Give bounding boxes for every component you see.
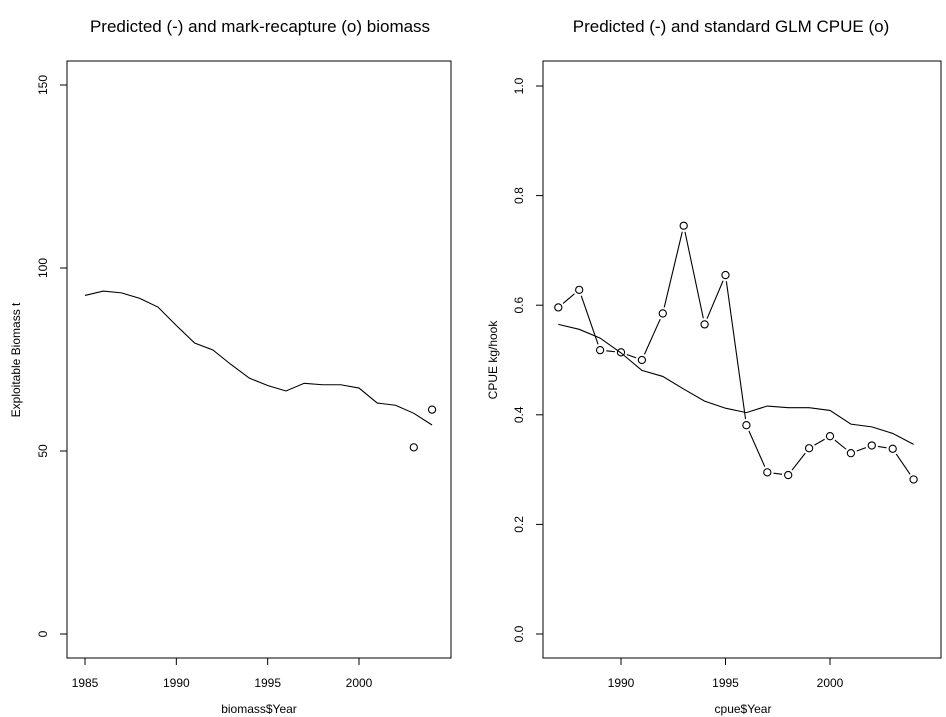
cpue-observed-point: [554, 303, 563, 312]
cpue-y-tick-label: 0.2: [512, 516, 526, 533]
cpue-observed-point: [784, 470, 793, 480]
cpue-observed-point: [909, 475, 918, 484]
biomass-x-axis: 1985 1990 1995 2000: [72, 657, 373, 690]
cpue-observed-segment: [684, 231, 704, 319]
cpue-y-tick-label: 1.0: [512, 77, 526, 94]
cpue-observed-segment: [725, 281, 747, 420]
cpue-observed-segment: [606, 350, 615, 353]
cpue-x-tick-label: 1995: [712, 676, 739, 690]
biomass-plot-frame: [66, 60, 452, 659]
cpue-observed-point: [679, 221, 688, 230]
cpue-observed-segment: [748, 430, 766, 467]
cpue-observed-point: [846, 449, 856, 458]
biomass-x-tick-label: 2000: [346, 676, 373, 690]
cpue-observed-point: [595, 345, 605, 355]
biomass-observed-point: [427, 405, 437, 414]
cpue-x-axis-label: cpue$Year: [715, 702, 772, 716]
cpue-observed-segment: [643, 318, 661, 355]
cpue-panel: Predicted (-) and standard GLM CPUE (o) …: [486, 17, 942, 716]
cpue-observed-point: [888, 444, 897, 453]
cpue-observed-point: [616, 348, 626, 357]
cpue-observed-segment: [834, 439, 847, 450]
cpue-observed-point: [575, 285, 584, 295]
cpue-y-axis: 0.0 0.2 0.4 0.6 0.8 1.0: [512, 77, 544, 642]
biomass-y-tick-label: 150: [36, 75, 50, 95]
biomass-observed-point: [409, 443, 418, 452]
cpue-y-axis-label: CPUE kg/hook: [486, 320, 500, 400]
cpue-observed-segment: [706, 280, 724, 319]
biomass-panel: Predicted (-) and mark-recapture (o) bio…: [9, 17, 452, 716]
cpue-y-tick-label: 0.8: [512, 187, 526, 204]
cpue-observed-segment: [877, 445, 887, 449]
cpue-observed-segment: [856, 447, 867, 452]
cpue-observed-point: [742, 421, 751, 430]
cpue-observed-segment: [895, 453, 911, 475]
cpue-observed-segment: [663, 231, 683, 308]
cpue-observed-point: [804, 444, 814, 453]
cpue-observed-point: [721, 270, 730, 280]
biomass-marks: [84, 290, 437, 452]
cpue-observed-segment: [580, 295, 599, 345]
biomass-x-tick-label: 1990: [163, 676, 190, 690]
cpue-observed-segment: [773, 472, 783, 475]
cpue-x-tick-label: 2000: [817, 676, 844, 690]
cpue-x-axis: 1990 1995 2000: [608, 657, 844, 690]
cpue-chart-title: Predicted (-) and standard GLM CPUE (o): [573, 17, 890, 36]
cpue-observed-point: [637, 355, 647, 365]
biomass-x-tick-label: 1985: [72, 676, 99, 690]
biomass-predicted-line: [84, 290, 433, 426]
cpue-observed-segment: [814, 438, 825, 446]
biomass-y-tick-label: 100: [36, 258, 50, 278]
cpue-y-tick-label: 0.4: [512, 406, 526, 423]
cpue-plot-frame: [542, 60, 942, 659]
cpue-observed-segment: [791, 452, 806, 471]
biomass-y-axis: 0 50 100 150: [36, 75, 68, 637]
cpue-observed-point: [867, 441, 876, 450]
biomass-chart-title: Predicted (-) and mark-recapture (o) bio…: [90, 17, 430, 36]
cpue-observed-point: [658, 309, 667, 318]
cpue-x-tick-label: 1990: [608, 676, 635, 690]
biomass-x-axis-label: biomass$Year: [221, 702, 297, 716]
cpue-observed-point: [763, 468, 772, 477]
cpue-observed-point: [700, 320, 709, 329]
biomass-x-tick-label: 1995: [254, 676, 281, 690]
cpue-predicted-line: [558, 323, 914, 445]
cpue-y-tick-label: 0.6: [512, 297, 526, 314]
cpue-observed-segment: [626, 353, 637, 359]
cpue-observed-segment: [562, 293, 575, 304]
cpue-observed-point: [825, 432, 835, 441]
cpue-marks: [554, 221, 918, 484]
biomass-y-axis-label: Exploitable Biomass t: [9, 302, 23, 417]
biomass-y-tick-label: 50: [36, 444, 50, 458]
biomass-y-tick-label: 0: [36, 630, 50, 637]
cpue-y-tick-label: 0.0: [512, 625, 526, 642]
